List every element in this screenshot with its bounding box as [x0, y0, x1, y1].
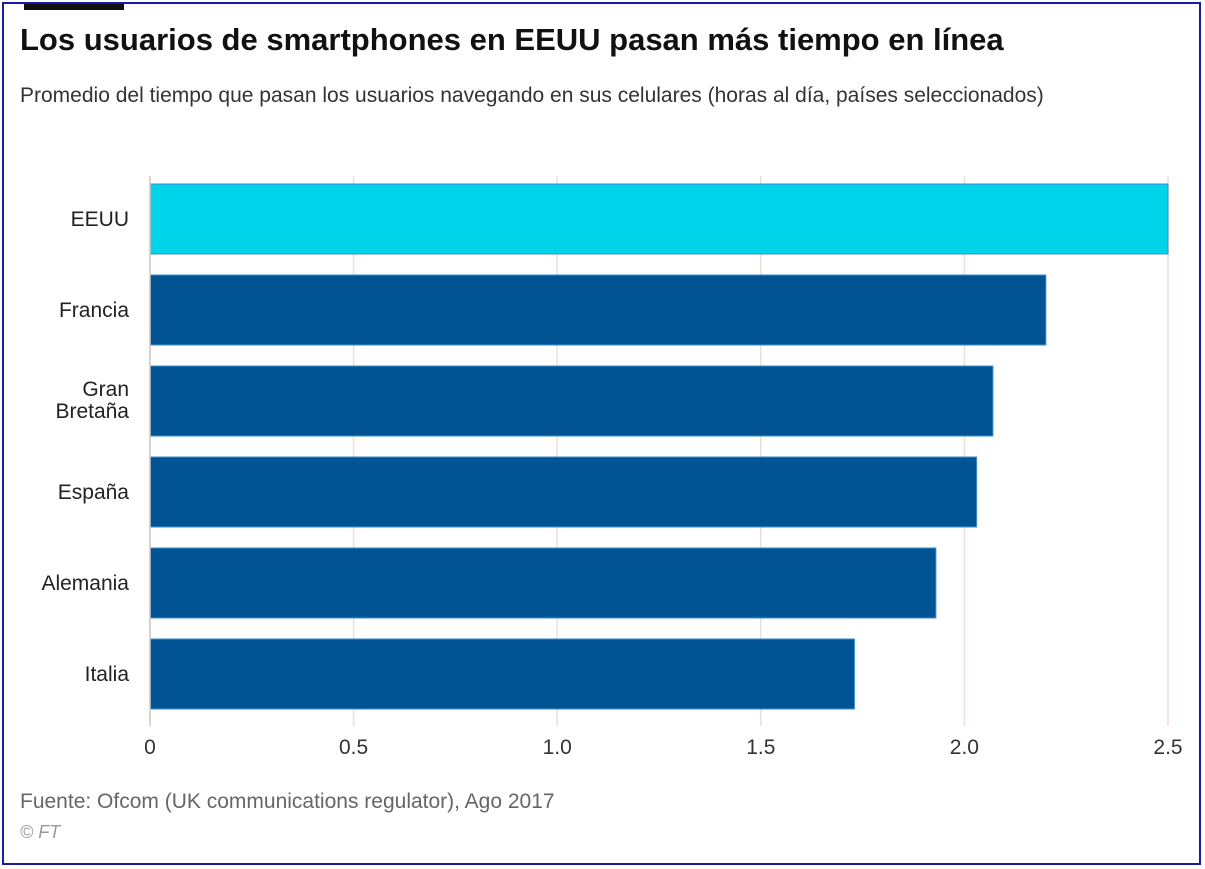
category-label: España: [58, 481, 130, 504]
category-label: EEUU: [71, 208, 129, 231]
source-note: Fuente: Ofcom (UK communications regulat…: [20, 790, 555, 813]
x-tick-label: 2.0: [950, 736, 979, 759]
bar: [149, 183, 1169, 255]
category-label: Francia: [59, 299, 129, 322]
bar: [149, 547, 937, 619]
category-label: Gran Bretaña: [55, 378, 129, 423]
x-tick-label: 2.5: [1153, 736, 1182, 759]
chart-title: Los usuarios de smartphones en EEUU pasa…: [20, 22, 1004, 57]
chart-subtitle: Promedio del tiempo que pasan los usuari…: [20, 84, 1044, 107]
category-label: Italia: [85, 663, 130, 686]
bar: [149, 274, 1047, 346]
category-label: Alemania: [41, 572, 129, 595]
x-tick-label: 0: [144, 736, 156, 759]
x-tick-label: 1.0: [543, 736, 572, 759]
x-tick-label: 0.5: [339, 736, 368, 759]
bar: [149, 456, 978, 528]
bar: [149, 638, 855, 710]
bar: [149, 365, 994, 437]
x-tick-label: 1.5: [746, 736, 775, 759]
copyright-note: © FT: [20, 822, 61, 842]
brand-bar: [24, 4, 124, 10]
